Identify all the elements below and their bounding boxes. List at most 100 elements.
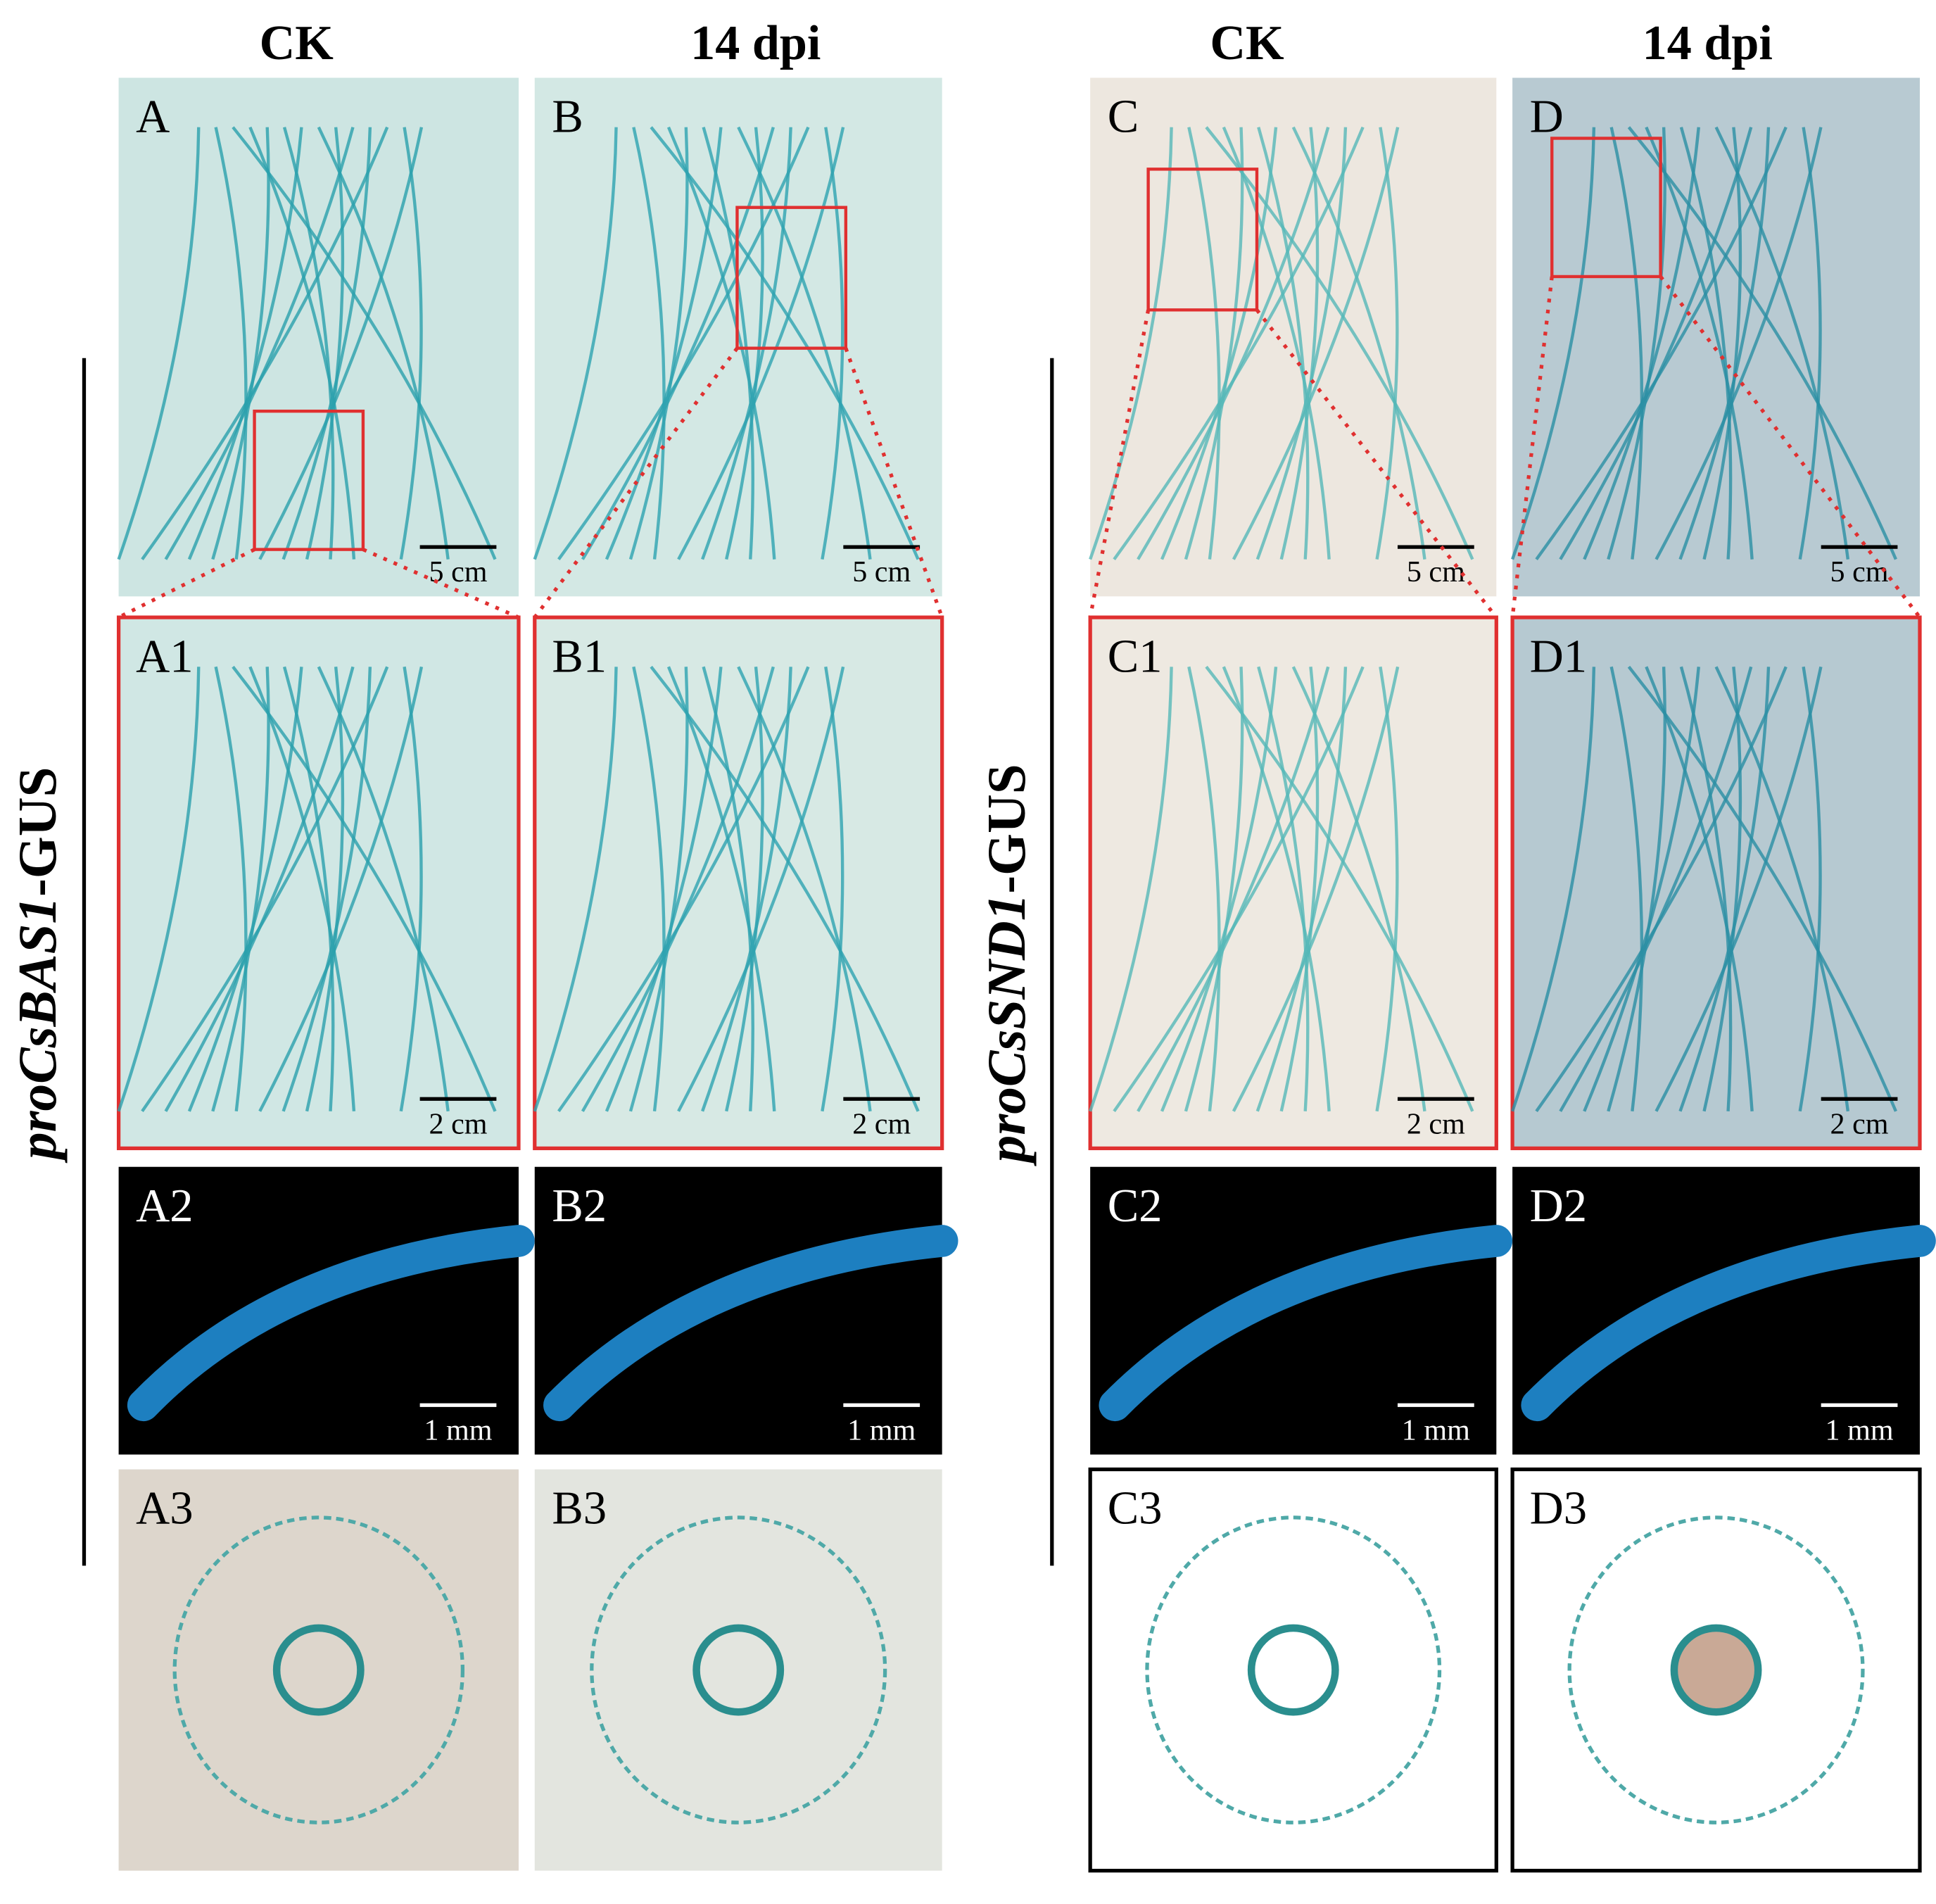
panel-label: C1 [1108, 631, 1163, 682]
root [141, 666, 389, 1113]
panel-label: D [1530, 92, 1564, 143]
root [725, 127, 764, 560]
scale-label: 2 cm [1407, 1107, 1465, 1140]
root [632, 127, 666, 560]
root [1205, 126, 1474, 560]
zoom-connector [1255, 308, 1498, 619]
root [1089, 667, 1173, 1112]
stele [1670, 1624, 1762, 1716]
panel-label: D1 [1530, 631, 1587, 682]
root [701, 667, 792, 1112]
root [282, 666, 335, 1111]
root [1375, 666, 1399, 1112]
root [1627, 126, 1897, 560]
panel-label: A1 [136, 631, 193, 682]
root [1609, 666, 1644, 1112]
root [821, 666, 844, 1112]
root [164, 666, 355, 1112]
gene-name: proCsSND1 [976, 894, 1037, 1167]
root [1279, 667, 1320, 1112]
root [1702, 127, 1742, 560]
root [1607, 667, 1666, 1112]
root [1160, 667, 1278, 1112]
panel-label: B [552, 92, 583, 143]
root [1255, 127, 1348, 560]
root [1655, 127, 1823, 560]
zoom-connector [533, 347, 739, 619]
root [1232, 666, 1400, 1112]
panel-label: C3 [1108, 1483, 1163, 1534]
root [1184, 667, 1244, 1112]
panel-label: C2 [1108, 1180, 1163, 1232]
root [1521, 1225, 1936, 1422]
zoom-box [735, 206, 848, 350]
root [1291, 666, 1426, 1112]
root [533, 667, 618, 1112]
root [214, 666, 248, 1112]
root [399, 127, 423, 560]
cross-section [1567, 1515, 1865, 1824]
scale-label: 1 mm [1826, 1413, 1894, 1446]
root [605, 667, 723, 1112]
root [1232, 127, 1400, 560]
scale-label: 5 cm [429, 555, 488, 588]
root [187, 667, 303, 1112]
stele [692, 1624, 785, 1716]
root [605, 127, 723, 560]
root [258, 666, 424, 1112]
root [1645, 666, 1754, 1111]
root [1187, 127, 1221, 560]
root [281, 667, 372, 1112]
root [305, 127, 345, 560]
root [1187, 666, 1221, 1112]
root [677, 127, 845, 560]
root [141, 126, 389, 560]
root [1535, 666, 1788, 1113]
root [821, 127, 844, 560]
root [187, 127, 303, 560]
panel-label: B2 [552, 1180, 607, 1232]
root [281, 127, 372, 560]
root [1645, 126, 1754, 560]
panel-image [118, 1469, 519, 1871]
root [557, 126, 810, 560]
root [666, 126, 776, 560]
root [628, 667, 689, 1112]
row-label: proCsBAS1-GUS [7, 767, 68, 1164]
panel-label: B1 [552, 631, 607, 682]
root [702, 666, 754, 1111]
zoom-connector [118, 548, 255, 619]
root [1255, 667, 1348, 1112]
root [1714, 666, 1850, 1112]
panel-label: A3 [136, 1483, 193, 1534]
stele [1247, 1624, 1339, 1716]
root [557, 666, 810, 1113]
root [1798, 666, 1822, 1112]
root [214, 127, 248, 560]
root [737, 666, 872, 1112]
root [305, 667, 345, 1112]
root [1279, 127, 1320, 560]
root [164, 127, 355, 560]
root [1559, 127, 1753, 560]
zoom-box [1146, 168, 1259, 312]
panel-label: D3 [1530, 1483, 1587, 1534]
gene-suffix: -GUS [976, 764, 1037, 893]
root [211, 127, 270, 560]
root [1160, 127, 1278, 560]
root [581, 666, 775, 1112]
root [1113, 126, 1365, 560]
root [317, 666, 450, 1112]
scale-label: 1 mm [847, 1413, 916, 1446]
root [1678, 667, 1771, 1112]
root [628, 127, 689, 560]
cross-section [590, 1515, 887, 1824]
root [1099, 1225, 1513, 1422]
root [543, 1225, 958, 1422]
cross-section [1145, 1515, 1442, 1824]
cross-section [172, 1515, 465, 1824]
root [317, 126, 450, 560]
root [1679, 127, 1733, 560]
root [701, 127, 792, 560]
